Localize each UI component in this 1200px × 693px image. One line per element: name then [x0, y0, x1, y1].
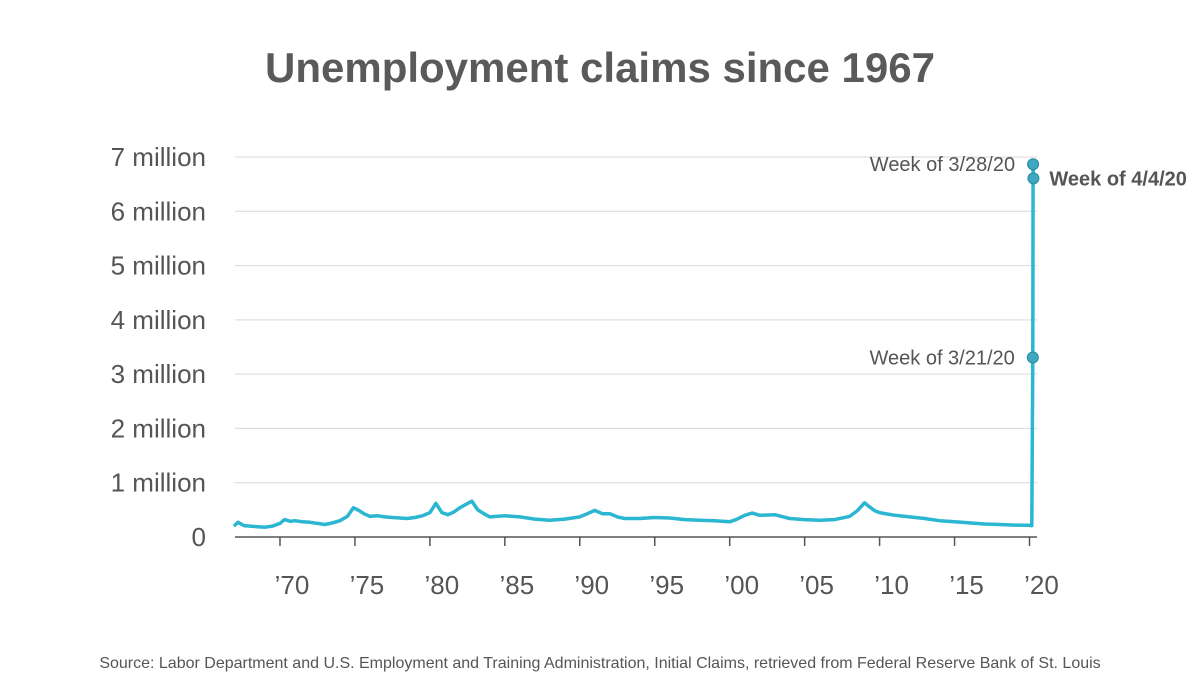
series-layer [233, 162, 1036, 529]
annotation-marker-2 [1027, 172, 1040, 185]
annotation-label-2: Week of 4/4/20 [1049, 168, 1186, 190]
source-note: Source: Labor Department and U.S. Employ… [99, 655, 1101, 672]
x-tick-label-5: ’95 [649, 570, 684, 600]
chart-title: Unemployment claims since 1967 [265, 44, 935, 91]
x-tick-label-7: ’05 [799, 570, 834, 600]
gridlines [235, 156, 1037, 484]
x-tick-label-3: ’85 [499, 570, 534, 600]
x-tick-label-6: ’00 [724, 570, 759, 600]
annotation-label-0: Week of 3/21/20 [870, 347, 1015, 369]
x-tick-label-1: ’75 [350, 570, 385, 600]
annotation-label-1: Week of 3/28/20 [870, 154, 1015, 176]
x-tick-label-9: ’15 [949, 570, 984, 600]
x-tick-label-2: ’80 [425, 570, 460, 600]
annotation-marker-0 [1026, 351, 1039, 364]
y-tick-label-2: 2 million [111, 413, 206, 443]
y-tick-label-4: 4 million [111, 305, 206, 335]
x-axis: ’70 ’75 ’80 ’85 ’90 ’95 ’00 ’05 ’10 ’15 ’20 [235, 536, 1059, 600]
x-tick-label-0: ’70 [275, 570, 310, 600]
y-tick-label-6: 6 million [111, 196, 206, 226]
y-tick-label-0: 0 [192, 522, 206, 552]
y-tick-label-3: 3 million [111, 359, 206, 389]
y-axis-labels: 0 1 million 2 million 3 million 4 million 5 m… [111, 142, 206, 552]
annotation-marker-1 [1027, 158, 1040, 171]
x-tick-label-8: ’10 [874, 570, 909, 600]
annotation-layer: Week of 3/21/20 Week of 3/28/20 Week of 4/… [870, 154, 1187, 369]
y-tick-label-7: 7 million [111, 142, 206, 172]
y-tick-label-5: 5 million [111, 251, 206, 281]
series-line-0 [233, 162, 1036, 529]
y-tick-label-1: 1 million [111, 468, 206, 498]
x-tick-label-10: ’20 [1024, 570, 1059, 600]
x-tick-label-4: ’90 [574, 570, 609, 600]
